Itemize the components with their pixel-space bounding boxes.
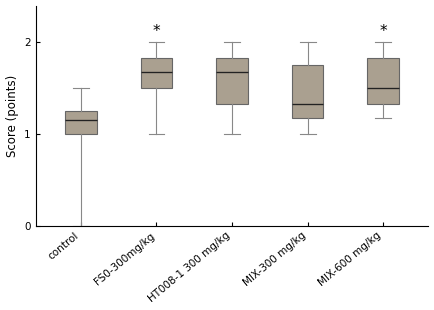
Y-axis label: Score (points): Score (points) [6,74,19,157]
Text: *: * [153,24,160,38]
PathPatch shape [292,65,323,118]
PathPatch shape [216,58,248,104]
Text: *: * [379,24,387,38]
PathPatch shape [367,58,399,104]
PathPatch shape [141,58,172,88]
PathPatch shape [65,111,97,134]
